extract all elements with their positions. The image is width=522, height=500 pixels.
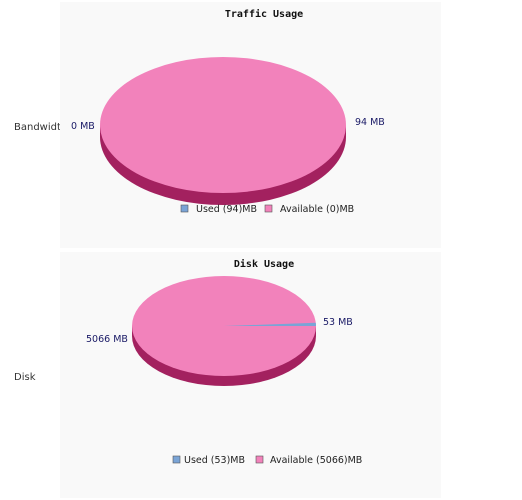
chart-title: Traffic Usage: [225, 8, 303, 20]
legend-text-used: Used (53)MB: [184, 455, 245, 466]
legend-swatch-used: [172, 455, 181, 464]
legend-text-available: Available (5066)MB: [270, 455, 362, 466]
slice-label-used: 0 MB: [71, 121, 95, 132]
legend-swatch-used: [180, 204, 189, 213]
pie-slice-used: [224, 322, 316, 326]
traffic-usage-chart: Traffic Usage 0 MB 94 MB Used (94)MB Ava…: [71, 8, 385, 215]
slice-label-available: 5066 MB: [86, 334, 128, 345]
row-label-disk: Disk: [14, 372, 36, 383]
disk-usage-panel: Disk Usage 53 MB 5066 MB Used (53)MB Ava…: [60, 252, 441, 498]
legend-swatch-available: [255, 455, 264, 464]
chart-title: Disk Usage: [234, 258, 294, 270]
slice-label-available: 94 MB: [355, 117, 385, 128]
traffic-usage-panel: Traffic Usage 0 MB 94 MB Used (94)MB Ava…: [60, 2, 441, 248]
legend-text-available: Available (0)MB: [280, 204, 354, 215]
pie-slice-available: [100, 57, 346, 193]
disk-usage-chart: Disk Usage 53 MB 5066 MB Used (53)MB Ava…: [86, 258, 362, 466]
legend-text-used: Used (94)MB: [196, 204, 257, 215]
row-label-bandwidth: Bandwidth: [14, 122, 68, 133]
legend-swatch-available: [264, 204, 273, 213]
slice-label-used: 53 MB: [323, 317, 353, 328]
